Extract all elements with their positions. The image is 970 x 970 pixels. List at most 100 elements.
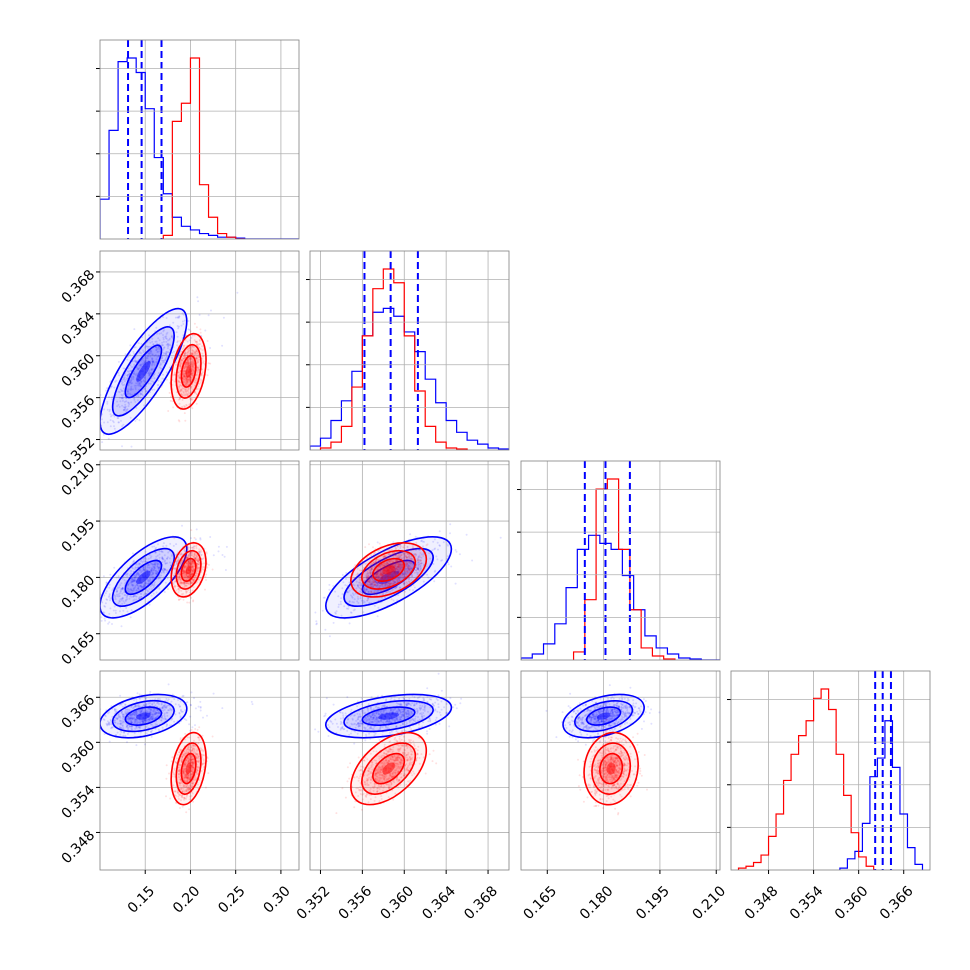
sample-point <box>164 357 167 360</box>
sample-point <box>370 585 373 588</box>
sample-point <box>172 583 175 585</box>
sample-point <box>202 361 205 364</box>
sample-point <box>450 565 453 568</box>
sample-point <box>416 567 419 570</box>
sample-point <box>202 355 205 358</box>
sample-point <box>139 584 142 587</box>
sample-point <box>183 573 186 576</box>
frame-1-1 <box>309 250 510 451</box>
sample-point <box>115 379 118 382</box>
sample-point <box>398 586 401 589</box>
sample-point <box>341 593 344 596</box>
sample-point <box>377 569 380 572</box>
sample-point <box>115 593 118 596</box>
sample-point <box>135 573 138 576</box>
sample-point <box>132 378 135 380</box>
sample-point <box>396 599 399 602</box>
sample-point <box>402 546 405 549</box>
sample-point <box>416 567 419 570</box>
sample-point <box>131 552 134 555</box>
sample-point <box>182 570 185 573</box>
sample-point <box>146 355 149 358</box>
sample-point <box>182 570 185 573</box>
sample-point <box>148 564 150 567</box>
sample-point <box>190 560 193 563</box>
sample-point <box>365 576 368 579</box>
sample-point <box>188 378 191 381</box>
sample-point <box>201 345 203 348</box>
sample-point <box>138 588 140 591</box>
sample-point <box>130 401 133 404</box>
sample-point <box>187 392 190 394</box>
sample-point <box>181 582 184 584</box>
sample-point <box>217 545 220 548</box>
sample-point <box>178 575 181 578</box>
sample-point <box>185 365 188 367</box>
sample-point <box>187 560 190 563</box>
sample-point <box>388 584 391 587</box>
sample-point <box>130 380 133 382</box>
sample-point <box>100 619 103 622</box>
sample-point <box>178 573 181 576</box>
sample-point <box>134 595 137 598</box>
sample-point <box>198 548 201 551</box>
sample-point <box>158 568 161 571</box>
sample-point <box>397 564 400 567</box>
sample-point <box>373 555 376 558</box>
sample-point <box>141 585 143 588</box>
sample-point <box>200 372 203 375</box>
sample-point <box>160 385 163 388</box>
sample-point <box>129 595 132 598</box>
sample-point <box>374 576 377 579</box>
sample-point <box>188 723 191 726</box>
sample-point <box>119 598 122 601</box>
sample-point <box>157 354 160 357</box>
sample-point <box>197 567 200 570</box>
sample-point <box>372 566 375 569</box>
sample-point <box>180 384 183 387</box>
sample-point <box>193 391 196 394</box>
sample-point <box>193 536 196 539</box>
sample-point <box>217 550 220 553</box>
sample-point <box>130 445 133 448</box>
sample-point <box>359 597 362 600</box>
sample-point <box>179 553 182 556</box>
sample-point <box>400 566 403 568</box>
sample-point <box>180 582 183 585</box>
sample-point <box>156 332 158 335</box>
sample-point <box>395 559 398 562</box>
sample-point <box>209 536 212 538</box>
sample-point <box>178 575 181 578</box>
sample-point <box>407 567 410 570</box>
sample-point <box>370 554 373 557</box>
sample-point <box>140 363 143 366</box>
sample-point <box>181 359 184 362</box>
sample-point <box>190 704 192 707</box>
sample-point <box>184 377 187 380</box>
sample-point <box>148 373 151 376</box>
sample-point <box>127 583 130 586</box>
sample-point <box>185 556 188 559</box>
sample-point <box>192 580 195 583</box>
sample-point <box>442 541 445 544</box>
sample-point <box>194 377 197 380</box>
sample-point <box>356 584 359 586</box>
sample-point <box>109 413 112 416</box>
sample-point <box>191 349 194 352</box>
sample-point <box>162 354 165 357</box>
sample-point <box>382 573 384 576</box>
sample-point <box>149 372 152 374</box>
sample-point <box>142 349 144 352</box>
sample-point <box>191 572 194 575</box>
sample-point <box>392 561 395 564</box>
sample-point <box>197 559 200 562</box>
sample-point <box>183 577 186 580</box>
sample-point <box>394 578 397 581</box>
sample-point <box>348 622 351 625</box>
sample-point <box>133 594 136 597</box>
sample-point <box>171 374 174 377</box>
sample-point <box>114 612 117 614</box>
sample-point <box>190 372 193 375</box>
sample-point <box>403 554 406 557</box>
sample-point <box>138 562 141 565</box>
